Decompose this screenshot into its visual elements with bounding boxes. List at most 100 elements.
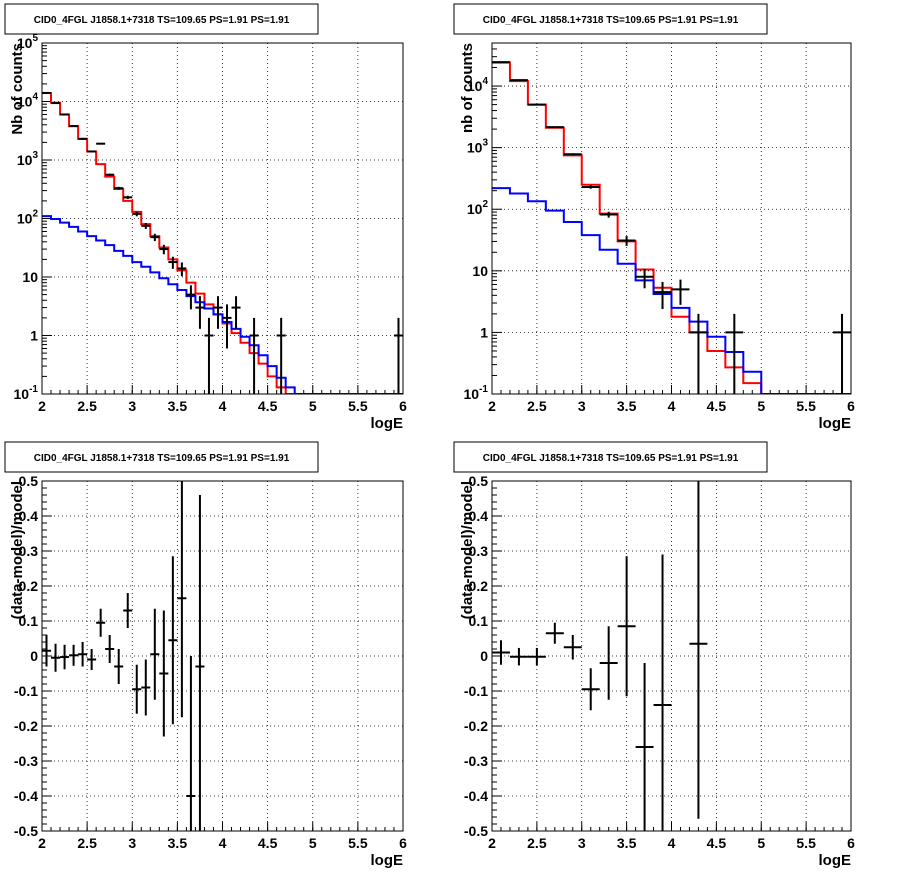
chart-title-box: CID0_4FGL J1858.1+7318 TS=109.65 PS=1.91… — [453, 441, 768, 473]
x-tick-label: 5.5 — [348, 398, 368, 414]
data-point — [87, 649, 97, 670]
data-point — [78, 137, 88, 140]
data-point — [51, 643, 61, 672]
x-tick-label: 4 — [668, 835, 676, 851]
data-point — [671, 279, 690, 305]
y-axis-label: Nb of counts — [9, 43, 26, 135]
y-tick-label: -0.5 — [14, 823, 38, 839]
data-point — [177, 481, 187, 718]
plot-frame — [41, 480, 404, 832]
background-model-histogram — [492, 187, 851, 394]
y-tick-label: 0.1 — [19, 613, 39, 629]
data-point — [617, 556, 636, 697]
x-tick-label: 4 — [219, 835, 227, 851]
x-axis-label: logE — [371, 415, 404, 432]
title-frame — [4, 441, 319, 473]
x-tick-label: 2 — [38, 398, 46, 414]
data-point — [653, 281, 672, 309]
data-point — [545, 622, 564, 644]
x-tick-label: 5 — [309, 835, 317, 851]
x-tick-label: 3 — [128, 398, 136, 414]
y-tick-label: 10-1 — [464, 384, 489, 402]
x-tick-label: 6 — [847, 398, 855, 414]
y-tick-label: 10 — [22, 269, 38, 285]
data-point — [563, 635, 582, 660]
x-tick-label: 3 — [578, 398, 586, 414]
plot-area — [492, 481, 708, 831]
data-point — [599, 211, 618, 218]
data-point — [725, 313, 744, 394]
y-tick-label: -0.5 — [464, 823, 488, 839]
data-point — [159, 610, 169, 737]
data-point — [833, 313, 851, 394]
x-tick-label: 2.5 — [527, 398, 547, 414]
data-point — [222, 304, 232, 349]
plot-area — [42, 481, 205, 831]
data-point — [276, 317, 286, 394]
x-tick-label: 4.5 — [258, 835, 278, 851]
y-tick-label: 0.4 — [19, 508, 39, 524]
x-tick-label: 4.5 — [707, 835, 727, 851]
y-tick-label: 1 — [30, 328, 38, 344]
x-tick-label: 6 — [847, 835, 855, 851]
y-tick-label: -0.2 — [464, 718, 488, 734]
x-tick-label: 3 — [578, 835, 586, 851]
y-tick-label: -0.3 — [14, 753, 38, 769]
x-tick-label: 5 — [757, 398, 765, 414]
y-tick-label: 0 — [480, 648, 488, 664]
y-axis-label: nb of counts — [459, 43, 476, 133]
data-point — [60, 644, 70, 670]
data-point — [168, 556, 178, 725]
y-tick-label: 10 — [472, 263, 488, 279]
data-point — [509, 647, 528, 666]
y-tick-label: 0.3 — [19, 543, 39, 559]
data-point — [195, 495, 205, 831]
y-tick-label: -0.4 — [464, 788, 488, 804]
x-tick-label: 4 — [668, 398, 676, 414]
data-point — [249, 317, 259, 394]
y-tick-label: -0.3 — [464, 753, 488, 769]
y-tick-label: 0.1 — [469, 613, 489, 629]
y-tick-label: -0.4 — [14, 788, 38, 804]
data-point — [617, 236, 636, 246]
data-point — [581, 668, 600, 711]
data-point — [689, 313, 708, 394]
data-point — [527, 647, 546, 666]
data-point — [492, 640, 510, 665]
x-tick-label: 2.5 — [77, 835, 97, 851]
x-tick-label: 3.5 — [617, 398, 637, 414]
chart-title: CID0_4FGL J1858.1+7318 TS=109.65 PS=1.91… — [34, 15, 290, 26]
data-point — [186, 285, 196, 310]
data-point — [159, 244, 169, 255]
y-tick-label: 103 — [467, 138, 489, 156]
chart-panel-1: CID0_4FGL J1858.1+7318 TS=109.65 PS=1.91… — [4, 3, 407, 432]
x-tick-label: 5 — [757, 835, 765, 851]
x-axis-label: logE — [819, 415, 852, 432]
data-point — [105, 635, 115, 663]
y-tick-label: 1 — [480, 324, 488, 340]
data-point — [195, 296, 205, 329]
data-point — [635, 663, 654, 831]
x-tick-label: 5.5 — [796, 835, 816, 851]
x-tick-label: 2 — [38, 835, 46, 851]
y-axis-label: (data-model)/model — [9, 481, 26, 619]
plot-frame — [491, 480, 852, 832]
data-point — [69, 644, 79, 666]
x-tick-label: 3.5 — [617, 835, 637, 851]
title-frame — [4, 3, 319, 35]
x-tick-label: 5 — [309, 398, 317, 414]
data-point — [168, 256, 178, 269]
x-tick-label: 3.5 — [168, 398, 188, 414]
data-point — [563, 153, 582, 156]
background-model-histogram — [42, 215, 403, 394]
y-tick-label: 102 — [17, 209, 39, 227]
data-point — [87, 150, 97, 153]
x-tick-label: 6 — [399, 398, 407, 414]
x-tick-label: 5.5 — [796, 398, 816, 414]
x-tick-label: 4.5 — [258, 398, 278, 414]
x-tick-label: 3 — [128, 835, 136, 851]
total-model-histogram — [492, 61, 851, 394]
x-tick-label: 2.5 — [77, 398, 97, 414]
data-point — [42, 635, 52, 667]
